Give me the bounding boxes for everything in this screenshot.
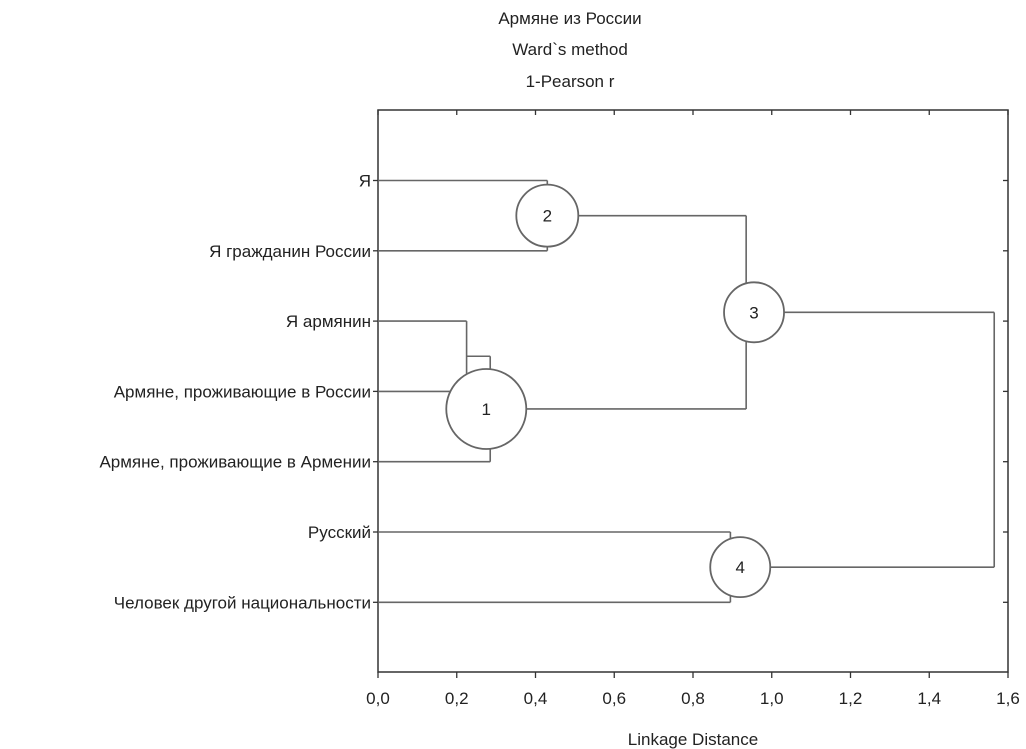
cluster-number: 4 xyxy=(736,558,745,577)
leaf-label: Я xyxy=(359,172,371,191)
leaf-label: Человек другой национальности xyxy=(114,593,371,612)
chart-title-line-3: 1-Pearson r xyxy=(525,72,615,91)
x-tick-label: 1,6 xyxy=(996,689,1020,708)
leaf-label: Я армянин xyxy=(286,312,371,331)
cluster-circle xyxy=(723,281,785,344)
x-tick-label: 0,8 xyxy=(681,689,705,708)
x-tick-label: 0,6 xyxy=(602,689,626,708)
leaf-labels: Я Я гражданин России Я армянин Армяне, прож… xyxy=(99,172,371,613)
x-tick-label: 1,0 xyxy=(760,689,784,708)
x-tick-labels: 0,0 0,2 0,4 0,6 0,8 1,0 1,2 1,4 1,6 xyxy=(366,689,1020,708)
chart-title-line-1: Армяне из России xyxy=(498,9,642,28)
cluster-number: 1 xyxy=(482,400,491,419)
x-tick-label: 0,0 xyxy=(366,689,390,708)
cluster-circle xyxy=(445,368,528,450)
x-tick-label: 0,2 xyxy=(445,689,469,708)
leaf-label: Армяне, проживающие в Армении xyxy=(99,453,371,472)
cluster-circle xyxy=(709,536,772,599)
leaf-label: Русский xyxy=(308,523,371,542)
leaf-label: Армяне, проживающие в России xyxy=(114,382,371,401)
cluster-annotations: 1 2 3 4 xyxy=(445,183,785,599)
x-tick-label: 0,4 xyxy=(524,689,548,708)
leaf-label: Я гражданин России xyxy=(209,242,371,261)
x-tick-label: 1,4 xyxy=(917,689,941,708)
cluster-number: 2 xyxy=(543,207,552,226)
cluster-circle xyxy=(515,183,580,248)
chart-title-line-2: Ward`s method xyxy=(512,40,628,59)
cluster-number: 3 xyxy=(749,303,758,322)
x-axis-label: Linkage Distance xyxy=(628,730,758,749)
x-tick-label: 1,2 xyxy=(839,689,863,708)
axis-ticks xyxy=(373,110,1009,678)
